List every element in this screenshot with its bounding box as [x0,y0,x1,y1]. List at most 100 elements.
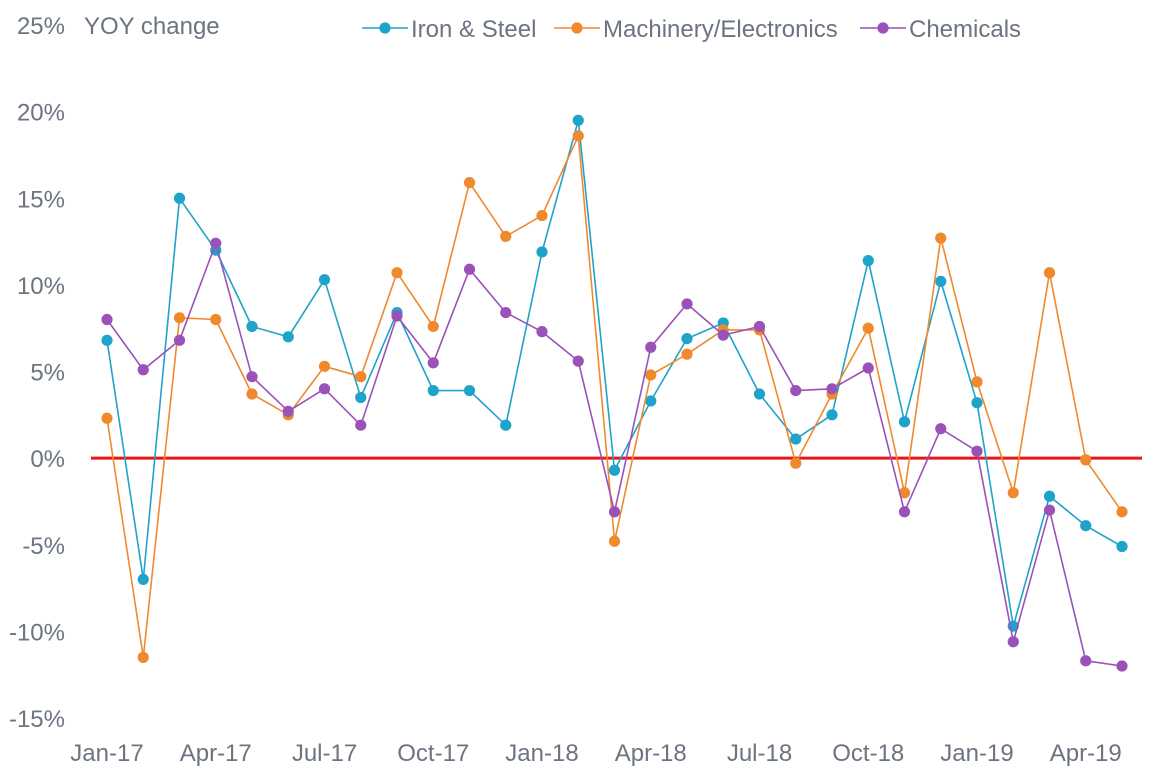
y-axis-label: YOY change [84,13,220,40]
data-point [246,320,258,333]
x-tick-label: Jan-18 [505,740,578,767]
data-point [826,383,838,395]
y-tick-label: 10% [17,273,65,300]
data-point [463,177,476,189]
data-point [536,209,548,222]
series-line [106,242,1123,667]
y-tick-label: -5% [22,533,65,560]
data-point [137,364,149,376]
data-point [463,263,476,275]
y-tick-label: -15% [9,706,65,733]
x-tick-label: Apr-19 [1050,740,1122,767]
data-point [826,409,838,421]
series-3 [101,237,1128,672]
legend-item: Chemicals [860,16,1021,43]
data-point [572,130,584,142]
data-point [427,320,439,333]
legend-marker [877,22,889,34]
data-point [608,535,621,547]
series-1 [101,114,1128,632]
data-point [1043,490,1056,502]
data-point [246,388,258,400]
x-tick-label: Apr-18 [615,740,687,767]
data-point [681,348,693,360]
data-point [971,376,983,388]
data-point [1116,506,1128,518]
x-axis-ticks: Jan-17 Apr-17 Jul-17 Oct-17 Jan-18 Apr-18 Jul-… [70,740,1121,767]
data-point [391,267,403,279]
data-point [862,255,874,267]
data-point [536,246,548,258]
data-point [463,384,476,397]
data-point [210,237,222,249]
x-tick-label: Jan-17 [70,740,143,767]
data-point [500,230,512,242]
y-tick-label: 15% [17,186,65,213]
data-point [790,457,802,469]
data-point [282,405,294,417]
legend: Iron & Steel Machinery/Electronics Chemica… [362,16,1021,43]
data-point [898,506,911,518]
data-point [1080,655,1092,667]
x-tick-label: Apr-17 [180,740,252,767]
x-tick-label: Jul-17 [292,740,357,767]
data-point [572,355,584,367]
data-point [862,322,874,334]
data-point [717,329,729,341]
data-point [101,334,113,346]
data-point [898,416,911,428]
data-point [173,334,186,346]
data-point [645,369,657,381]
x-tick-label: Oct-18 [832,740,904,767]
y-axis-ticks: 25% 20% 15% 10% 5% 0% -5% -10% -15% [9,13,65,733]
series-group [101,114,1128,672]
data-point [935,232,947,244]
data-point [1080,454,1092,466]
data-point [536,326,548,338]
data-point [645,395,657,407]
y-tick-label: 0% [30,446,65,473]
legend-marker [379,22,391,34]
data-point [790,384,802,397]
data-point [246,371,258,383]
data-point [282,331,294,343]
data-point [173,192,186,204]
y-tick-label: 25% [17,13,65,40]
data-point [898,487,911,499]
data-point [608,464,621,476]
data-point [101,313,113,326]
data-point [318,360,331,372]
data-point [173,312,186,324]
data-point [681,332,693,345]
x-tick-label: Jan-19 [940,740,1013,767]
data-point [645,341,657,353]
legend-label: Chemicals [909,16,1021,43]
data-point [210,313,222,326]
data-point [1007,487,1019,499]
y-tick-label: 5% [30,360,65,387]
data-point [971,445,983,457]
data-point [935,275,947,288]
data-point [1116,660,1128,672]
x-tick-label: Oct-17 [397,740,469,767]
data-point [101,412,113,424]
data-point [1043,504,1056,516]
data-point [355,391,367,404]
legend-label: Machinery/Electronics [603,16,838,43]
series-line [106,135,1123,659]
data-point [753,320,766,333]
data-point [355,419,367,431]
data-point [427,357,439,369]
data-point [790,433,802,445]
x-tick-label: Jul-18 [727,740,792,767]
data-point [608,506,621,518]
data-point [500,306,512,319]
data-point [971,397,983,409]
data-point [572,114,584,126]
y-tick-label: -10% [9,619,65,646]
data-point [935,423,947,435]
series-line [106,119,1123,628]
data-point [1116,540,1128,553]
